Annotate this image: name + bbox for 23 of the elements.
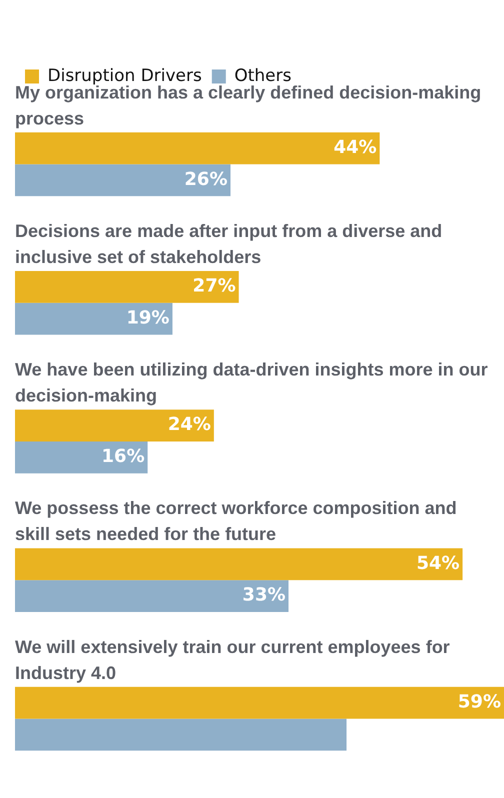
bar	[15, 271, 239, 303]
bar	[15, 718, 347, 751]
y-tick-label: We possess the correct workforce composition and skill sets needed for the future	[15, 498, 457, 544]
data-label: 24%	[168, 414, 211, 436]
bar	[15, 410, 214, 442]
data-label: 54%	[416, 552, 460, 574]
data-label: 19%	[126, 308, 170, 329]
data-label: 26%	[184, 168, 228, 190]
data-label: 16%	[102, 446, 145, 468]
data-label: 44%	[334, 137, 377, 158]
bar	[15, 686, 504, 719]
bar	[15, 548, 463, 580]
data-label: 59%	[458, 691, 501, 712]
data-label: 33%	[242, 584, 286, 606]
y-tick-label: We will extensively train our current employees for Industry 4.0	[15, 636, 450, 683]
data-label: 27%	[192, 276, 236, 297]
bar	[15, 580, 289, 612]
bar	[15, 442, 148, 474]
bar	[15, 132, 380, 164]
bar	[15, 164, 230, 196]
bar	[15, 302, 172, 335]
y-tick-label: We have been utilizing data-driven insights more in our decision-making	[15, 360, 488, 406]
y-tick-label: Decisions are made after input from a diverse and inclusive set of stakeholders	[15, 221, 442, 268]
